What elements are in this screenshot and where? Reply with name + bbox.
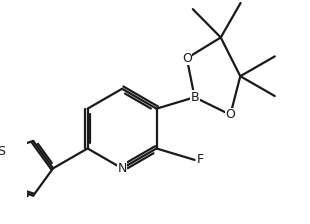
Text: F: F (197, 153, 204, 166)
Text: N: N (117, 162, 127, 175)
Text: O: O (182, 52, 192, 65)
Text: S: S (0, 145, 5, 158)
Text: O: O (225, 108, 235, 121)
Text: B: B (190, 91, 199, 104)
